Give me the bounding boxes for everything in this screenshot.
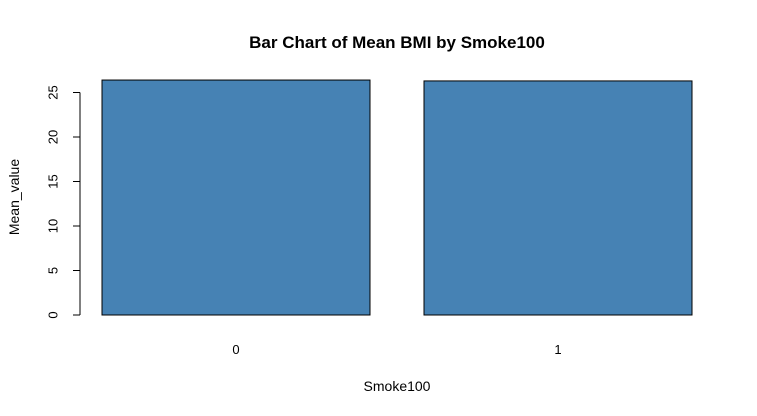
y-tick-label: 5: [46, 267, 61, 274]
y-tick-label: 25: [46, 85, 61, 99]
y-tick-label: 0: [46, 311, 61, 318]
bars: [101, 79, 693, 316]
y-axis: 0 5 10 15 20 25: [46, 85, 81, 319]
x-axis-label: Smoke100: [364, 378, 431, 394]
bar-1: [423, 80, 693, 316]
bar-0: [101, 79, 371, 316]
y-tick-label: 20: [46, 130, 61, 144]
x-tick-label: 0: [232, 342, 239, 357]
chart-title: Bar Chart of Mean BMI by Smoke100: [249, 33, 545, 52]
y-tick-label: 10: [46, 219, 61, 233]
y-tick-label: 15: [46, 174, 61, 188]
x-tick-label: 1: [554, 342, 561, 357]
y-axis-label: Mean_value: [6, 159, 22, 235]
